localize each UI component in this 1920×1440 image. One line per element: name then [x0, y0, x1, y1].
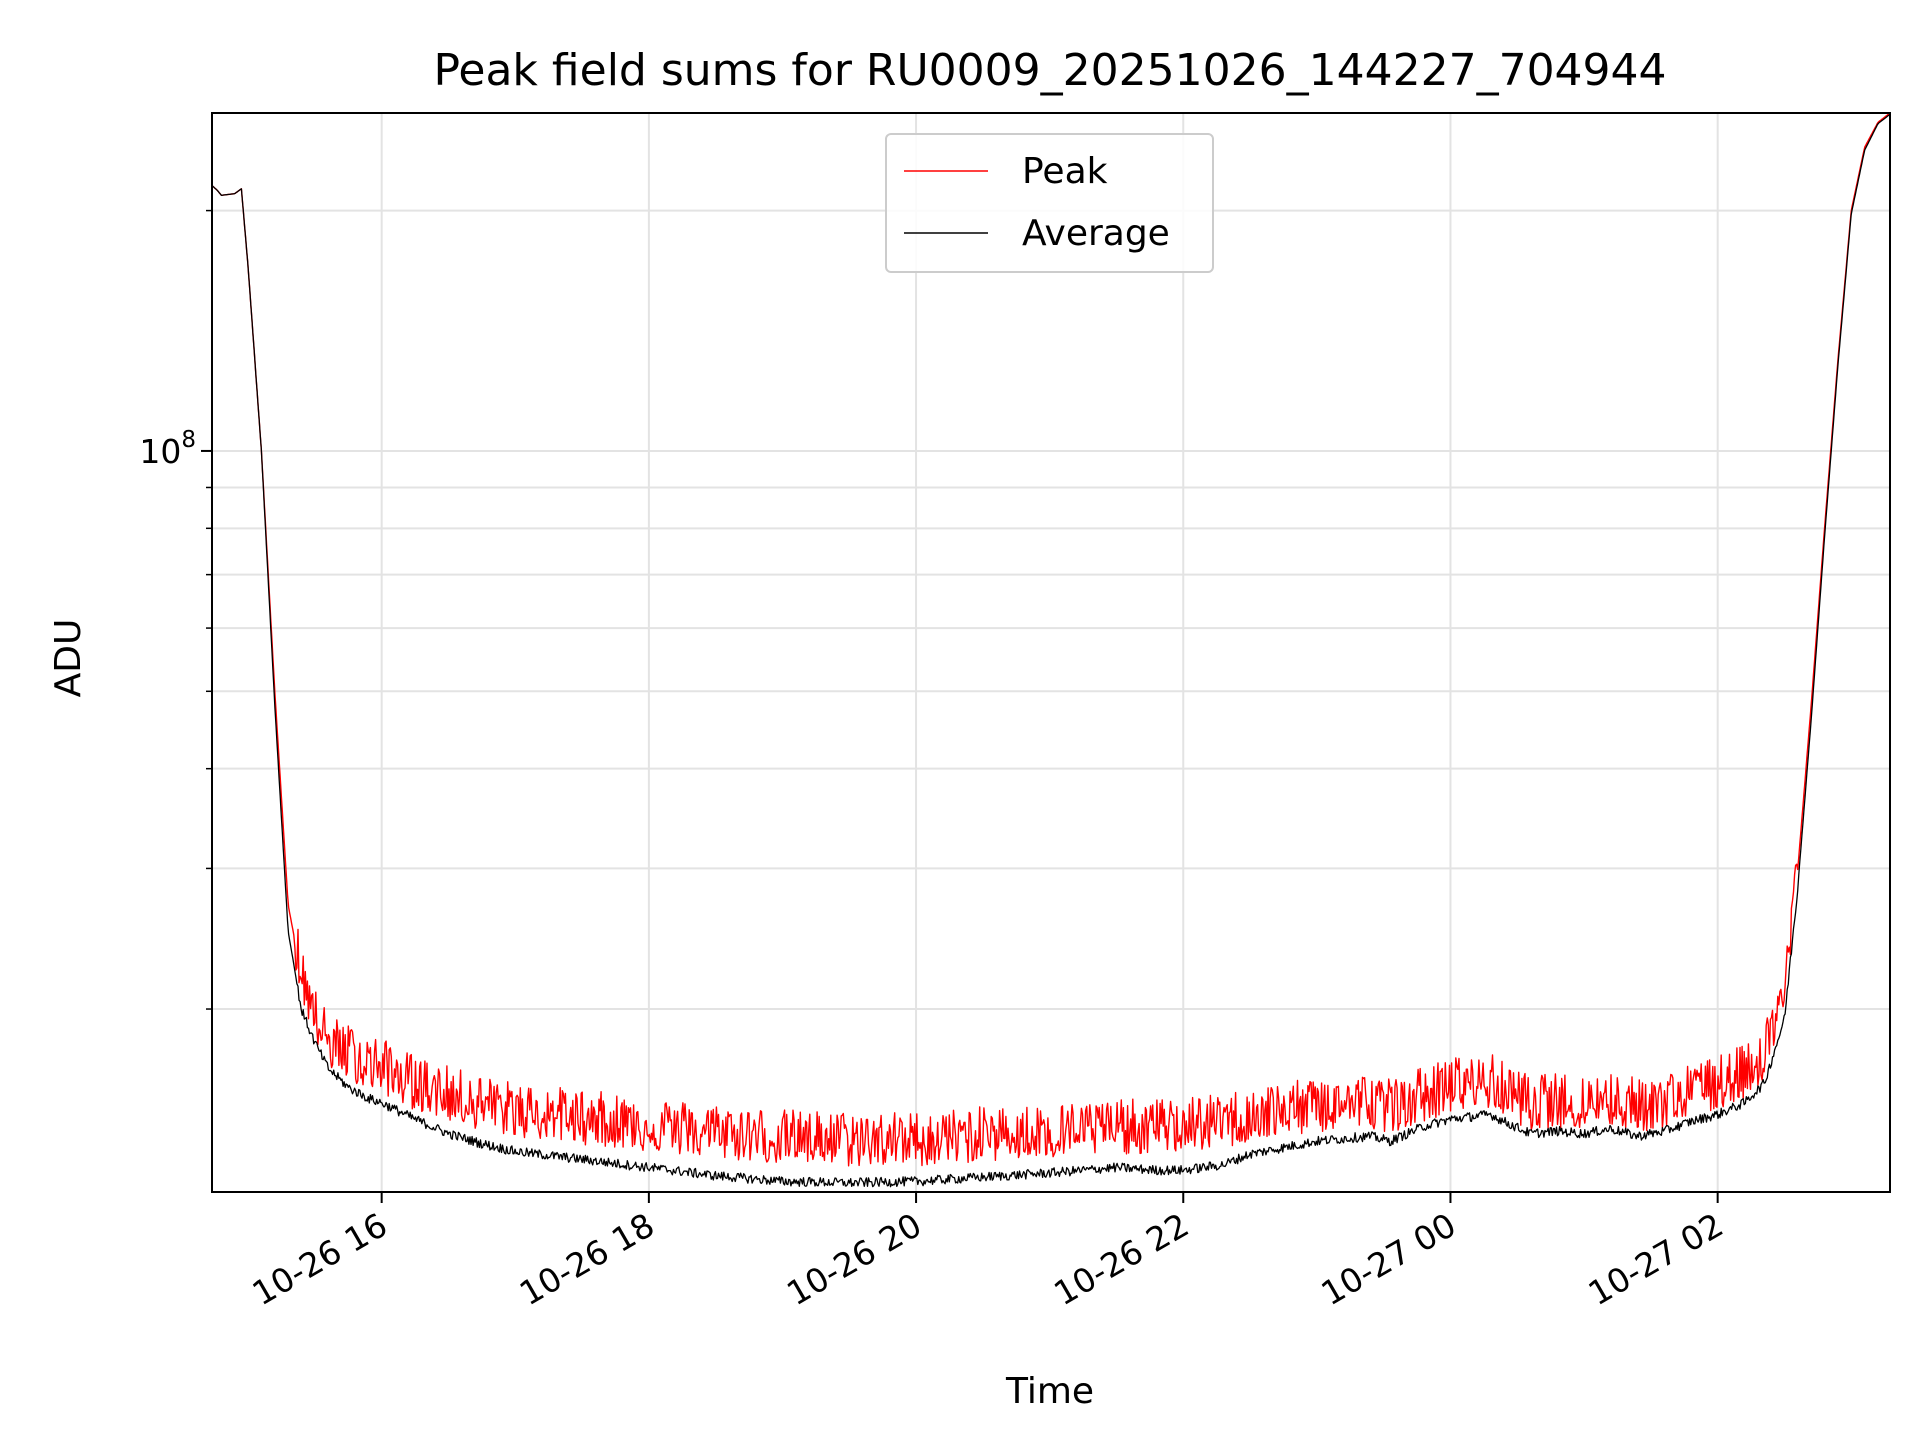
legend-peak-label: Peak	[1022, 151, 1108, 192]
legend-average-label: Average	[1022, 213, 1170, 254]
series-peak-line	[211, 113, 1890, 1167]
y-tick-label: 108	[139, 427, 196, 471]
legend-box	[885, 133, 1214, 273]
plot-frame	[211, 112, 1891, 1193]
grid	[212, 113, 1890, 1192]
series-layer	[211, 113, 1891, 1188]
legend: Peak Average	[885, 133, 1214, 273]
y-axis-label: ADU	[48, 619, 89, 698]
chart-title: Peak field sums for RU0009_20251026_1442…	[433, 45, 1666, 96]
x-axis-label: Time	[1005, 1371, 1094, 1412]
y-axis: 108	[139, 209, 212, 1010]
series-average-line	[211, 113, 1891, 1188]
